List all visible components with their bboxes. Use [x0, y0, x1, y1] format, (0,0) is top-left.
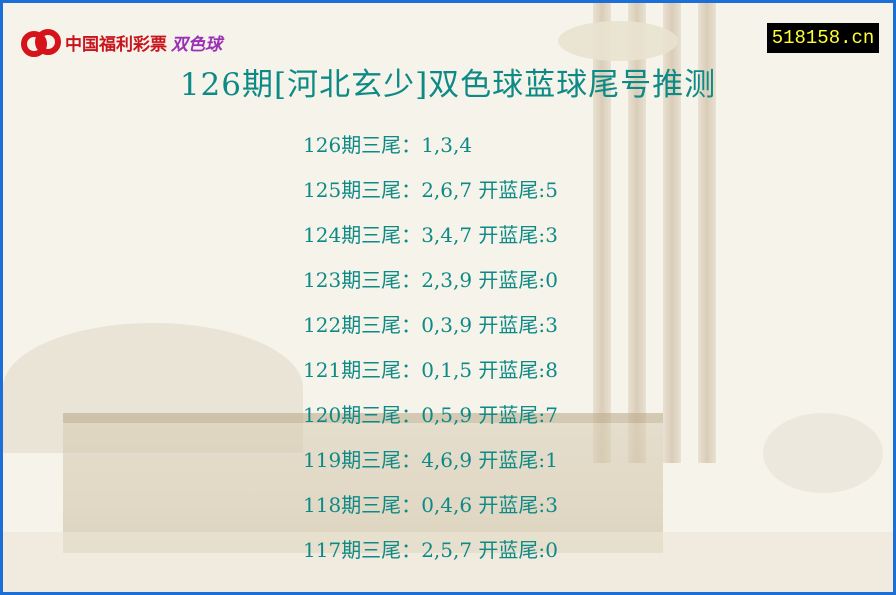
cwl-logo-icon	[21, 25, 61, 59]
issue-number: 122	[303, 313, 342, 337]
drawn-tail: 5	[545, 178, 558, 202]
drawn-label: 开蓝尾:	[472, 313, 546, 337]
page-title: 126期[河北玄少]双色球蓝球尾号推测	[179, 67, 717, 103]
issue-number: 125	[303, 178, 342, 202]
drawn-tail: 7	[545, 403, 558, 427]
list-item: 122期三尾：0,3,9 开蓝尾:3	[303, 311, 558, 356]
drawn-label: 开蓝尾:	[472, 358, 546, 382]
drawn-tail: 3	[545, 223, 558, 247]
drawn-label: 开蓝尾:	[472, 403, 546, 427]
predicted-tails: 2,3,9	[421, 268, 473, 292]
list-item: 123期三尾：2,3,9 开蓝尾:0	[303, 266, 558, 311]
list-item: 124期三尾：3,4,7 开蓝尾:3	[303, 221, 558, 266]
tail-label: 期三尾：	[341, 178, 422, 202]
issue-number: 118	[303, 493, 342, 517]
tail-label: 期三尾：	[341, 358, 422, 382]
logo-text: 中国福利彩票	[65, 34, 167, 55]
issue-number: 117	[303, 538, 342, 562]
lottery-logo: 中国福利彩票 双色球	[21, 25, 222, 59]
tail-label: 期三尾：	[341, 133, 422, 157]
predicted-tails: 1,3,4	[421, 133, 473, 157]
prediction-list: 126期三尾：1,3,4 125期三尾：2,6,7 开蓝尾:5 124期三尾：3,4…	[303, 131, 558, 581]
logo-product-text: 双色球	[171, 34, 222, 55]
drawn-label: 开蓝尾:	[472, 493, 546, 517]
crane	[763, 413, 883, 493]
list-item: 119期三尾：4,6,9 开蓝尾:1	[303, 446, 558, 491]
predicted-tails: 0,1,5	[421, 358, 473, 382]
predicted-tails: 2,5,7	[421, 538, 473, 562]
issue-number: 121	[303, 358, 342, 382]
predicted-tails: 0,3,9	[421, 313, 473, 337]
list-item: 126期三尾：1,3,4	[303, 131, 558, 176]
predicted-tails: 2,6,7	[421, 178, 473, 202]
drawn-tail: 0	[545, 268, 558, 292]
tail-label: 期三尾：	[341, 448, 422, 472]
list-item: 125期三尾：2,6,7 开蓝尾:5	[303, 176, 558, 221]
list-item: 118期三尾：0,4,6 开蓝尾:3	[303, 491, 558, 536]
list-item: 117期三尾：2,5,7 开蓝尾:0	[303, 536, 558, 581]
drawn-tail: 0	[545, 538, 558, 562]
drawn-label: 开蓝尾:	[472, 178, 546, 202]
issue-number: 123	[303, 268, 342, 292]
tail-label: 期三尾：	[341, 493, 422, 517]
drawn-tail: 3	[545, 313, 558, 337]
tail-label: 期三尾：	[341, 268, 422, 292]
predicted-tails: 0,5,9	[421, 403, 473, 427]
issue-number: 124	[303, 223, 342, 247]
list-item: 121期三尾：0,1,5 开蓝尾:8	[303, 356, 558, 401]
cloud-ornament	[558, 21, 678, 61]
tail-label: 期三尾：	[341, 538, 422, 562]
predicted-tails: 3,4,7	[421, 223, 473, 247]
issue-number: 120	[303, 403, 342, 427]
drawn-tail: 8	[545, 358, 558, 382]
drawn-tail: 3	[545, 493, 558, 517]
drawn-label: 开蓝尾:	[472, 268, 546, 292]
predicted-tails: 4,6,9	[421, 448, 473, 472]
issue-number: 126	[303, 133, 342, 157]
predicted-tails: 0,4,6	[421, 493, 473, 517]
tail-label: 期三尾：	[341, 313, 422, 337]
drawn-label: 开蓝尾:	[472, 448, 546, 472]
drawn-label: 开蓝尾:	[472, 223, 546, 247]
list-item: 120期三尾：0,5,9 开蓝尾:7	[303, 401, 558, 446]
site-badge: 518158.cn	[767, 23, 879, 53]
tail-label: 期三尾：	[341, 223, 422, 247]
drawn-tail: 1	[545, 448, 558, 472]
lotus-plants	[3, 323, 303, 453]
tail-label: 期三尾：	[341, 403, 422, 427]
issue-number: 119	[303, 448, 342, 472]
drawn-label: 开蓝尾:	[472, 538, 546, 562]
